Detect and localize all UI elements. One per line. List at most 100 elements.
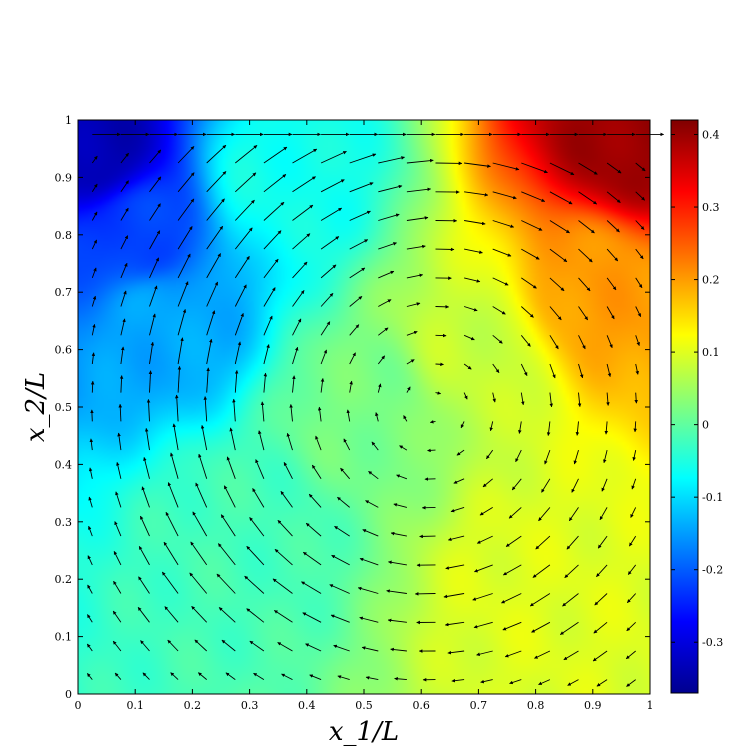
velocity-arrow — [435, 391, 442, 395]
velocity-arrow — [119, 375, 124, 393]
velocity-arrow — [177, 198, 195, 221]
velocity-arrow — [450, 506, 465, 513]
velocity-arrow — [116, 461, 122, 479]
x-tick-label: 0 — [75, 699, 82, 712]
velocity-arrow — [112, 610, 122, 623]
velocity-arrow — [120, 290, 127, 307]
velocity-arrow — [165, 511, 179, 537]
velocity-arrow — [167, 482, 179, 508]
velocity-arrow — [361, 646, 379, 652]
velocity-arrow — [406, 302, 421, 307]
velocity-arrow — [538, 679, 551, 686]
x-tick-label: 0.1 — [126, 699, 144, 712]
velocity-arrow — [592, 650, 608, 662]
velocity-arrow — [447, 650, 465, 655]
velocity-arrow — [396, 474, 408, 480]
velocity-arrow — [86, 643, 93, 652]
velocity-arrow — [277, 519, 293, 537]
velocity-arrow — [505, 535, 522, 547]
velocity-arrow — [177, 309, 187, 336]
velocity-arrow — [172, 423, 179, 451]
velocity-arrow — [206, 367, 210, 393]
velocity-arrow — [629, 535, 637, 547]
velocity-arrow — [281, 673, 293, 681]
velocity-arrow — [320, 349, 328, 365]
velocity-arrow — [198, 672, 207, 680]
velocity-arrow — [464, 191, 489, 197]
velocity-arrow — [292, 176, 316, 193]
velocity-arrow — [114, 672, 122, 680]
velocity-arrow — [549, 248, 568, 263]
velocity-arrow — [120, 346, 125, 365]
velocity-arrow — [86, 673, 93, 680]
velocity-arrow — [252, 488, 265, 508]
velocity-arrow — [235, 145, 258, 164]
velocity-arrow — [634, 392, 638, 404]
velocity-arrow — [349, 210, 371, 221]
velocity-arrow — [263, 315, 273, 336]
velocity-arrow — [606, 363, 612, 378]
velocity-arrow — [606, 248, 619, 262]
velocity-arrow — [578, 191, 597, 205]
colorbar-tick-label: 0 — [702, 419, 709, 432]
velocity-arrow — [597, 535, 608, 549]
velocity-arrow — [148, 370, 153, 393]
velocity-arrow — [221, 639, 236, 652]
velocity-arrow — [435, 362, 444, 367]
velocity-arrow — [476, 650, 493, 656]
velocity-arrow — [170, 672, 179, 680]
velocity-arrow — [343, 438, 351, 451]
velocity-arrow — [388, 560, 407, 566]
colorbar-gradient — [670, 119, 699, 694]
velocity-arrow — [479, 507, 493, 516]
velocity-arrow — [349, 153, 377, 164]
velocity-arrow — [246, 545, 265, 566]
velocity-arrow — [482, 478, 493, 488]
velocity-arrow — [163, 541, 179, 566]
velocity-arrow — [189, 572, 208, 594]
velocity-arrow — [91, 267, 97, 279]
velocity-arrow — [177, 253, 191, 279]
velocity-arrow — [566, 535, 579, 550]
velocity-arrow — [349, 239, 369, 250]
velocity-arrow — [520, 392, 525, 406]
velocity-arrow — [177, 281, 189, 307]
colorbar-tick-label: 0.1 — [702, 346, 720, 359]
velocity-arrow — [601, 478, 608, 492]
velocity-arrow — [349, 380, 353, 393]
velocity-arrow — [249, 517, 265, 537]
y-tick-label: 1 — [65, 114, 72, 127]
velocity-arrow — [549, 220, 570, 234]
velocity-arrow — [359, 616, 379, 623]
velocity-arrow — [234, 370, 239, 393]
velocity-arrow — [492, 277, 509, 286]
velocity-arrow — [378, 184, 403, 193]
velocity-arrow — [464, 220, 486, 226]
velocity-arrow — [509, 679, 522, 685]
velocity-arrow — [118, 403, 123, 422]
velocity-arrow — [144, 427, 150, 451]
velocity-arrow — [263, 174, 287, 193]
colorbar-tick-label: -0.1 — [702, 491, 723, 504]
velocity-arrow — [501, 593, 522, 604]
velocity-arrow — [635, 162, 646, 172]
velocity-arrow — [406, 187, 432, 193]
velocity-arrow — [149, 230, 161, 250]
velocity-arrow — [453, 478, 465, 484]
velocity-arrow — [635, 335, 640, 346]
velocity-arrow — [443, 593, 465, 599]
velocity-arrow — [244, 575, 265, 594]
velocity-arrow — [349, 352, 356, 365]
velocity-arrow — [138, 576, 150, 594]
velocity-arrow — [161, 571, 179, 594]
velocity-arrow — [120, 235, 129, 250]
velocity-arrow — [255, 459, 265, 479]
x-tick-label: 0.7 — [470, 699, 488, 712]
velocity-arrow — [635, 363, 639, 375]
velocity-arrow — [549, 363, 556, 379]
velocity-arrow — [627, 564, 637, 575]
velocity-arrow — [292, 233, 311, 250]
colorbar-tick-label: 0.2 — [702, 274, 720, 287]
velocity-arrow — [489, 421, 494, 432]
velocity-arrow — [549, 277, 565, 292]
